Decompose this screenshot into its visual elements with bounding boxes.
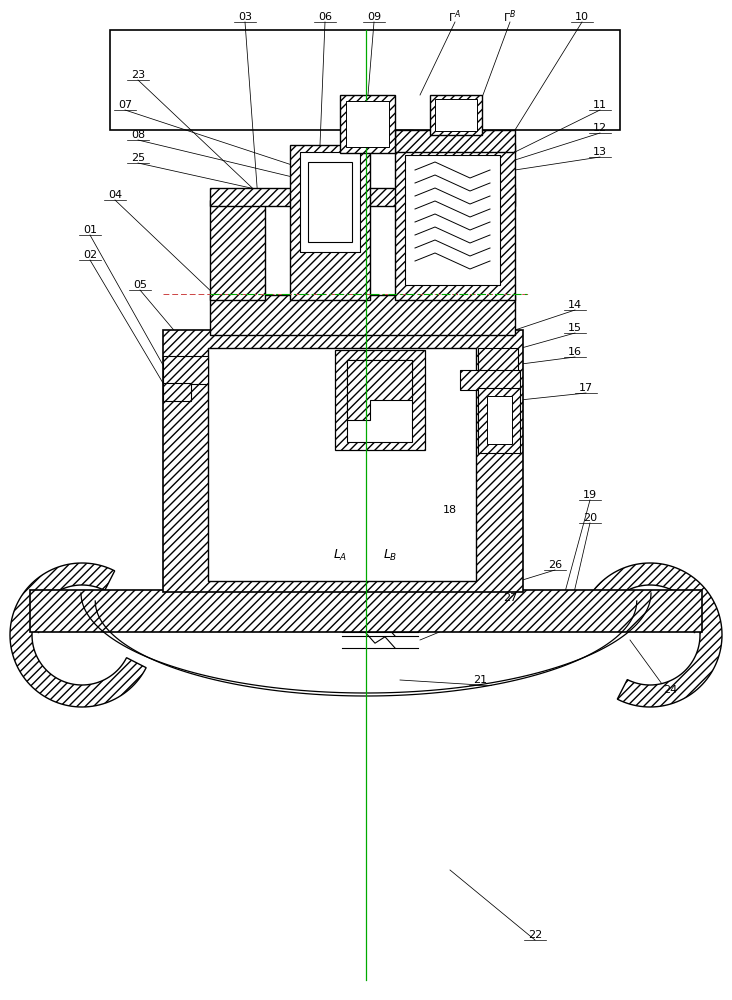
Text: 25: 25 (131, 153, 145, 163)
Text: 10: 10 (575, 12, 589, 22)
Bar (208, 348, 476, 581)
Text: 21: 21 (473, 675, 487, 685)
Text: $L_B$: $L_B$ (383, 547, 397, 563)
Bar (300, 152, 360, 252)
Text: $L_A$: $L_A$ (333, 547, 347, 563)
Text: 19: 19 (583, 490, 597, 500)
Bar (210, 200, 265, 300)
Text: 15: 15 (568, 323, 582, 333)
Text: 07: 07 (118, 100, 132, 110)
Text: 05: 05 (133, 280, 147, 290)
Text: $\Gamma^B$: $\Gamma^B$ (504, 9, 517, 25)
Bar (460, 370, 520, 390)
Text: 01: 01 (83, 225, 97, 235)
Text: 02: 02 (83, 250, 97, 260)
Bar (308, 162, 352, 242)
Bar (290, 145, 370, 300)
Bar (335, 350, 425, 450)
Text: 22: 22 (528, 930, 542, 940)
Bar (300, 152, 360, 252)
Bar (405, 155, 500, 285)
Text: 03: 03 (238, 12, 252, 22)
Text: 13: 13 (593, 147, 607, 157)
Text: 09: 09 (367, 12, 381, 22)
Text: 27: 27 (503, 593, 517, 603)
Text: 06: 06 (318, 12, 332, 22)
Bar (347, 360, 412, 442)
Text: 26: 26 (548, 560, 562, 570)
Bar (210, 295, 515, 335)
Bar (210, 188, 515, 206)
Bar (435, 99, 477, 131)
Text: 14: 14 (568, 300, 582, 310)
Bar (478, 348, 518, 373)
Bar (395, 130, 515, 152)
Polygon shape (586, 563, 722, 707)
Polygon shape (10, 563, 146, 707)
Bar (30, 590, 702, 632)
Polygon shape (347, 360, 412, 420)
Bar (346, 101, 389, 147)
Bar (395, 145, 515, 300)
Text: 18: 18 (443, 505, 457, 515)
Text: $\Gamma^A$: $\Gamma^A$ (449, 9, 462, 25)
Text: 04: 04 (108, 190, 122, 200)
Bar (430, 95, 482, 135)
Bar (163, 383, 191, 401)
Bar (347, 130, 413, 605)
Text: 17: 17 (579, 383, 593, 393)
Bar (163, 356, 208, 384)
Text: 23: 23 (131, 70, 145, 80)
Text: 11: 11 (593, 100, 607, 110)
Bar (110, 30, 620, 130)
Text: 20: 20 (583, 513, 597, 523)
Bar (487, 396, 512, 444)
Text: 08: 08 (131, 130, 145, 140)
Text: 16: 16 (568, 347, 582, 357)
Bar (163, 330, 523, 592)
Text: 12: 12 (593, 123, 607, 133)
Text: 24: 24 (663, 685, 677, 695)
Bar (340, 95, 395, 153)
Bar (478, 388, 520, 453)
